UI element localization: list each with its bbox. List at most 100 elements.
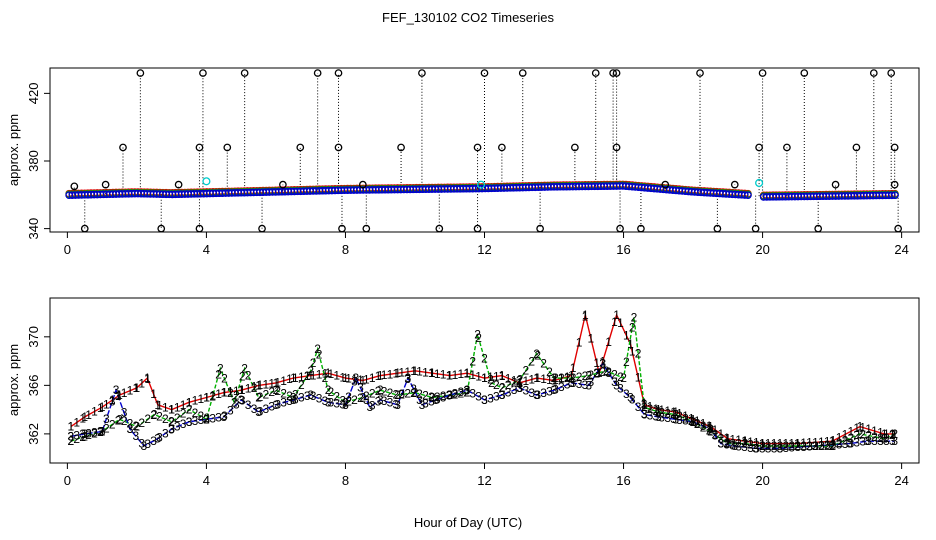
bottom-series-3-point: 3 [627,390,634,404]
bottom-series-1-point: 1 [446,369,453,383]
bottom-series-3-marker: 3 [653,409,660,423]
bottom-series-2-marker: 2 [842,433,849,447]
x-axis-label: Hour of Day (UTC) [414,515,522,530]
top-raw-spike-marker [119,143,127,152]
bottom-series-3-marker: 3 [788,441,795,455]
bottom-series-1-point: 1 [464,366,471,380]
bottom-series-3-marker: 3 [523,384,530,398]
top-raw-spike-marker [199,69,207,77]
bottom-series-1-marker: 1 [121,386,128,400]
bottom-series-2-marker: 2 [286,389,293,403]
bottom-series-2-marker: 2 [227,386,234,400]
bottom-y-tick-label: 370 [26,326,41,348]
bottom-series-3-marker: 3 [511,383,518,397]
top-raw-spike-marker [637,224,645,233]
bottom-series-3-marker: 3 [812,439,819,453]
bottom-series-3-marker: 3 [203,412,210,426]
bottom-series-3-marker: 3 [162,426,169,440]
top-raw-spike-marker [223,143,232,152]
bottom-series-3-point: 3 [141,439,148,453]
bottom-series-2-marker: 2 [753,438,760,452]
top-cal-marker [202,177,211,186]
top-series-3-marker [744,191,752,200]
top-raw-spike-marker [591,69,600,77]
bottom-series-2-point: 2 [81,429,88,443]
bottom-series-2-marker: 2 [458,387,465,401]
bottom-series-1-marker: 1 [115,389,122,403]
bottom-series-2-marker: 2 [558,371,565,385]
bottom-series-3-marker: 3 [759,441,766,455]
bottom-series-1-marker: 1 [836,431,843,445]
bottom-series-2-marker: 2 [741,437,748,451]
bottom-series-3-marker: 3 [263,402,270,416]
bottom-series-1-marker: 1 [540,372,547,386]
bottom-series-2-marker: 2 [198,409,205,423]
bottom-series-2-marker: 2 [700,420,707,434]
bottom-series-1-marker: 1 [611,315,618,329]
bottom-series-2-marker: 2 [333,389,340,403]
bottom-series-1-point: 1 [412,364,419,378]
bottom-series-2-marker: 2 [304,369,311,383]
bottom-series-1-point: 1 [759,437,766,451]
bottom-series-3-point: 3 [864,434,871,448]
top-raw-spike-marker [279,180,287,189]
top-x-tick-label: 16 [616,242,630,257]
bottom-series-3-marker: 3 [79,427,86,441]
bottom-series-2-marker: 2 [552,371,559,385]
top-y-axis: 340 380 420 [26,83,50,239]
bottom-series-3-marker: 3 [765,441,772,455]
bottom-series-1-marker: 1 [162,400,169,414]
bottom-series-2-marker: 2 [582,369,589,383]
bottom-series-1-marker: 1 [605,335,612,349]
bottom-series-2-marker: 2 [115,413,122,427]
bottom-series-1-marker: 1 [410,364,417,378]
top-markers [65,69,902,233]
bottom-series-1-marker: 1 [664,404,671,418]
top-raw-spike-marker [890,143,899,152]
bottom-series-2-marker: 2 [783,439,790,453]
bottom-series-2-point: 2 [68,434,75,448]
bottom-series-3-marker: 3 [239,394,246,408]
bottom-series-2-marker: 2 [452,387,459,401]
bottom-series-3-marker: 3 [227,403,234,417]
bottom-series-2-point: 2 [151,407,158,421]
bottom-series-3-point: 3 [68,429,75,443]
bottom-series-1-marker: 1 [133,381,140,395]
bottom-x-axis: 0 4 8 12 16 20 24 [64,463,909,488]
bottom-series-1-point: 1 [134,381,141,395]
bottom-series-3-marker: 3 [215,411,222,425]
bottom-series-3-marker: 3 [428,394,435,408]
bottom-series-2-point: 2 [857,427,864,441]
bottom-series-1-marker: 1 [848,424,855,438]
bottom-series-2-point: 2 [499,381,506,395]
bottom-series-3-point: 3 [516,381,523,395]
bottom-series-1-marker: 1 [706,419,713,433]
top-raw-spike-marker [195,224,204,233]
bottom-series-3-marker: 3 [446,388,453,402]
bottom-series-1-point: 1 [516,376,523,390]
top-raw-spike-marker [751,224,760,233]
bottom-series-3-marker: 3 [257,404,264,418]
bottom-series-3-marker: 3 [576,377,583,391]
bottom-series-3-marker: 3 [316,392,323,406]
bottom-series-1-point: 1 [154,398,161,412]
bottom-series-2-point: 2 [759,439,766,453]
bottom-series-2-marker: 2 [848,431,855,445]
top-raw-spike-marker [258,224,266,233]
bottom-series-3-marker: 3 [552,383,559,397]
top-x-tick-label: 0 [64,242,71,257]
bottom-series-1-marker: 1 [452,368,459,382]
bottom-series-1-marker: 1 [741,434,748,448]
bottom-series-3-point: 3 [752,441,759,455]
bottom-series-2-marker: 2 [694,417,701,431]
bottom-series-1-marker: 1 [85,408,92,422]
bottom-series-2-marker: 2 [215,368,222,382]
top-raw-spike-marker [612,143,621,152]
bottom-series-3-point: 3 [585,378,592,392]
bottom-series-2-marker: 2 [593,366,600,380]
top-raw-spike-marker [612,69,621,77]
bottom-series-1-marker: 1 [800,436,807,450]
bottom-series-3-marker: 3 [534,388,541,402]
bottom-series-3-point: 3 [446,388,453,402]
bottom-series-3-marker: 3 [469,386,476,400]
